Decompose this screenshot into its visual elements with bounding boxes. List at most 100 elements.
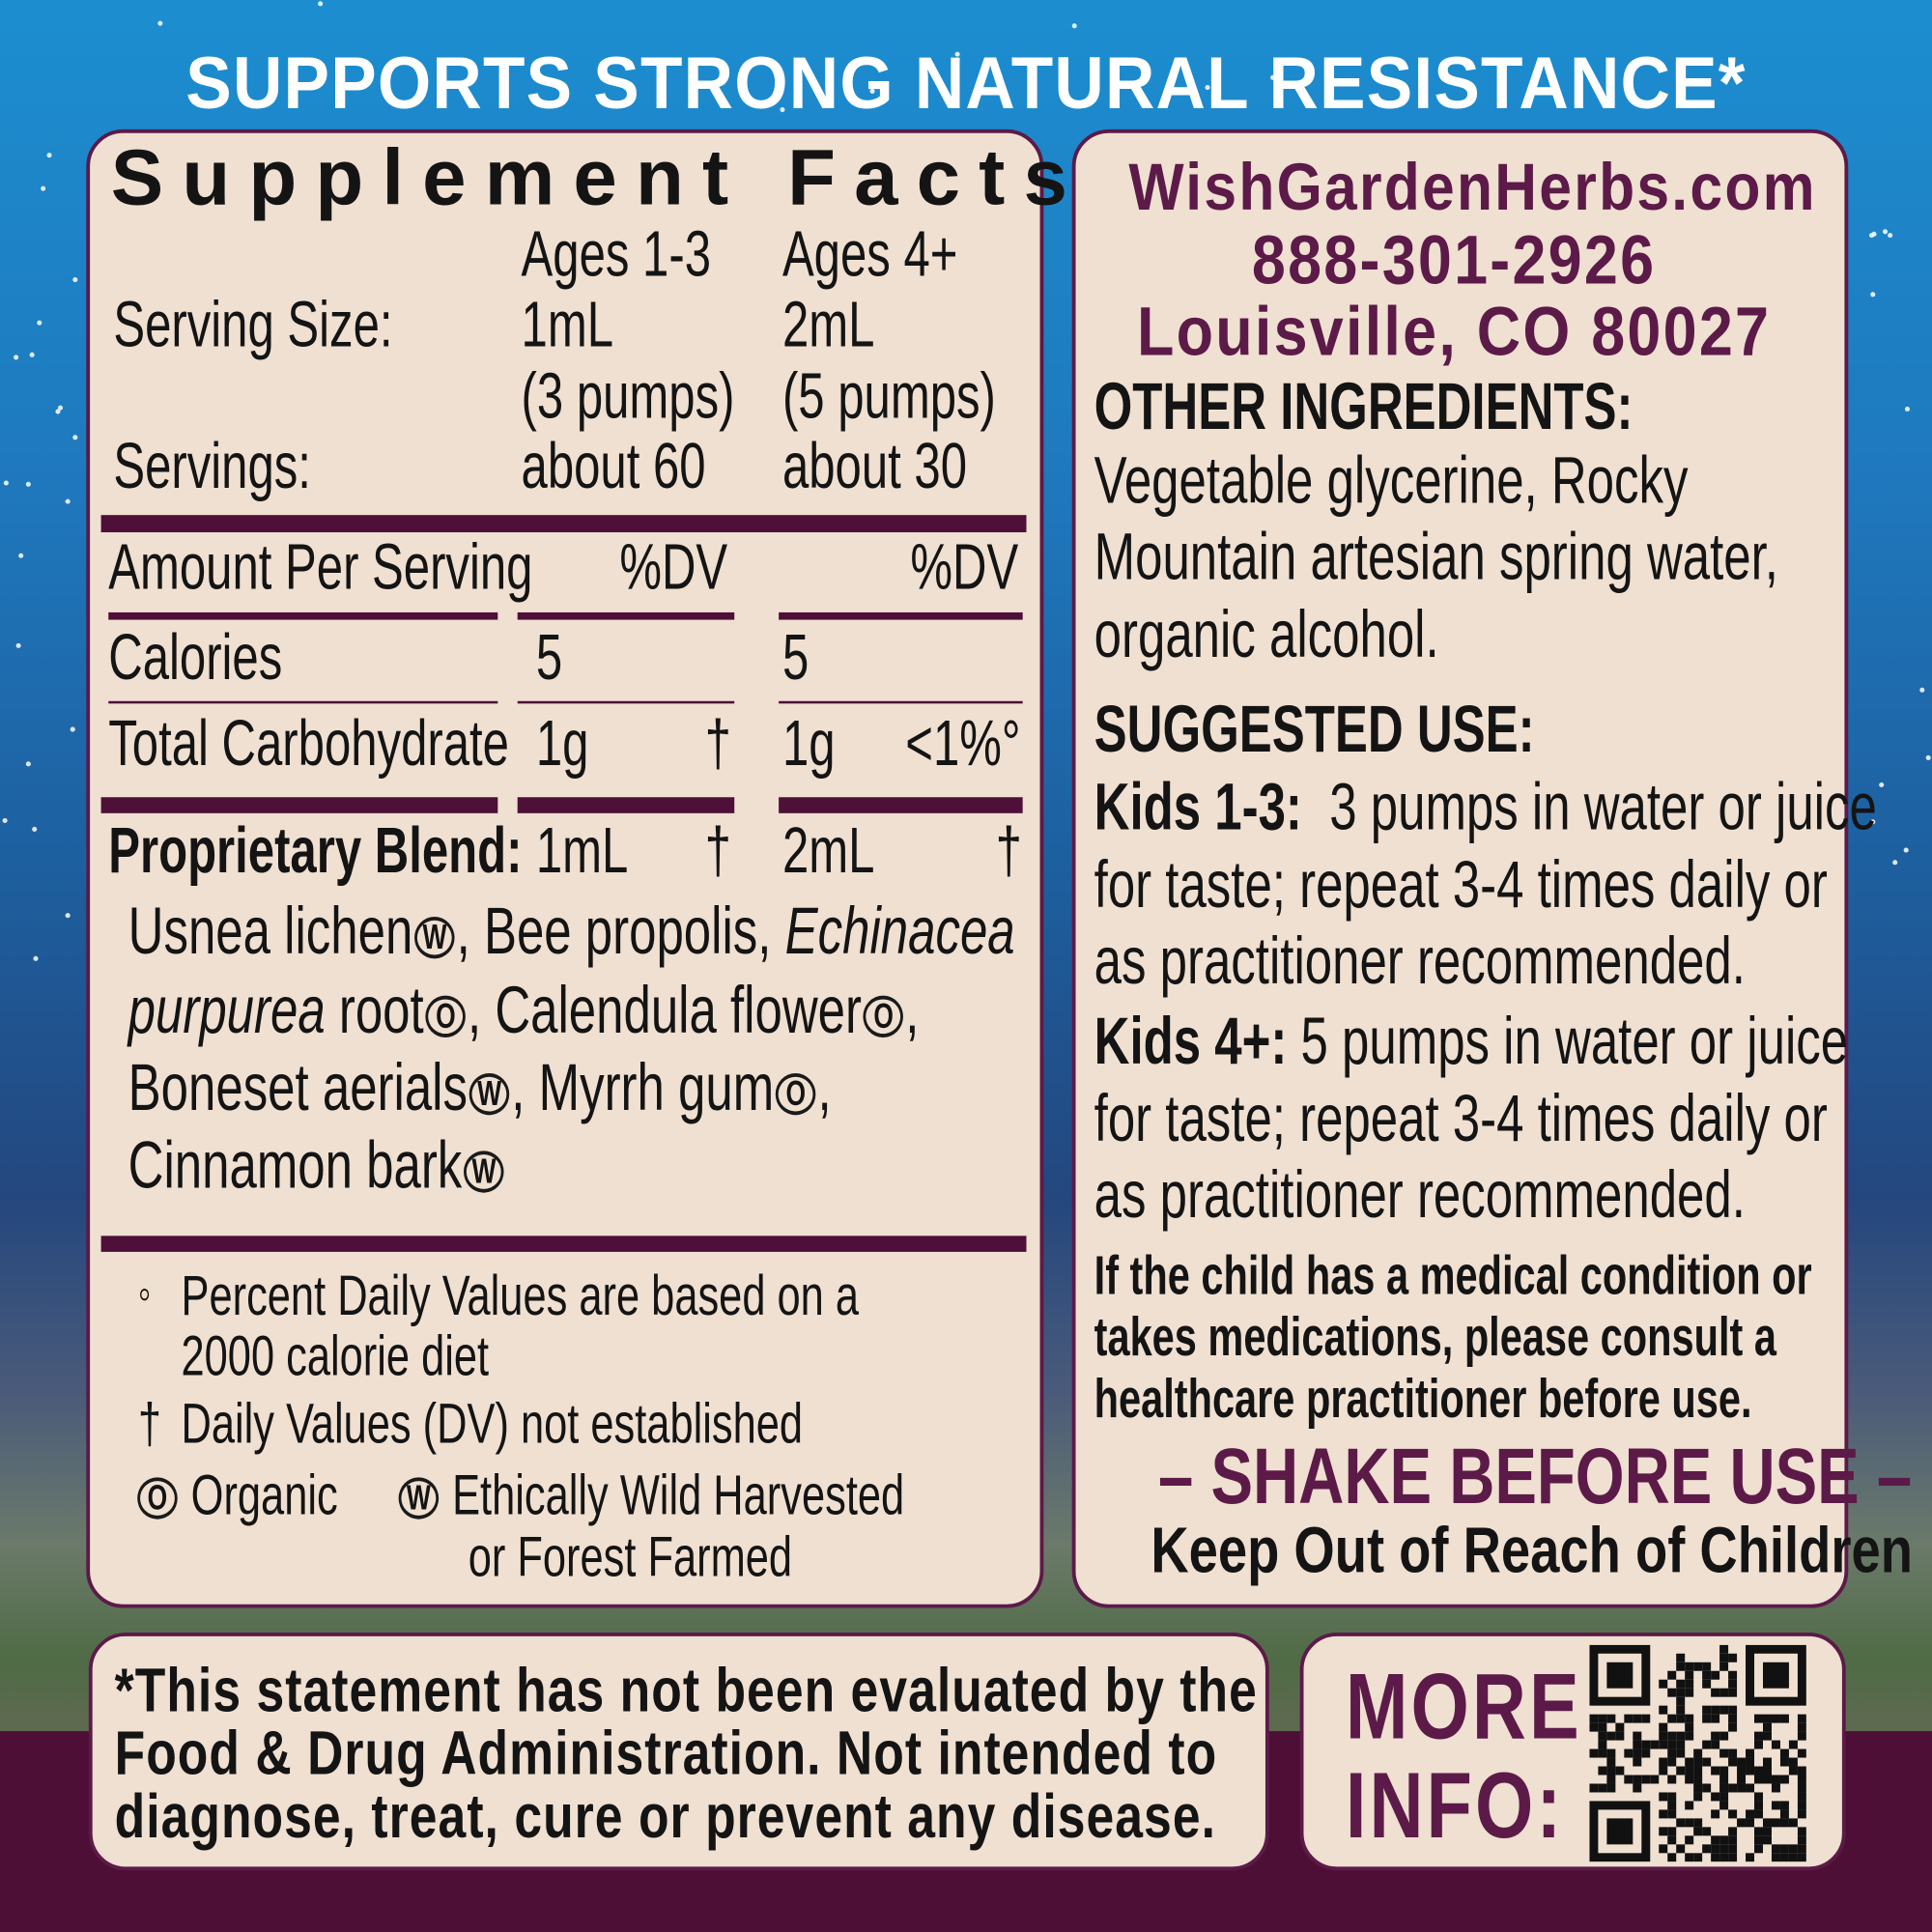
- qr-module: [1702, 1783, 1712, 1793]
- qr-module: [1676, 1766, 1686, 1776]
- star: [1925, 755, 1932, 761]
- qr-module: [1659, 1757, 1668, 1767]
- blend-label: Proprietary Blend:: [108, 815, 523, 888]
- star: [32, 955, 39, 961]
- qr-module: [1711, 1792, 1720, 1802]
- qr-module: [1693, 1775, 1703, 1784]
- divider-thin: [517, 700, 735, 704]
- qr-module: [1771, 1775, 1780, 1784]
- footnote-dv-cont: 2000 calorie diet: [181, 1322, 490, 1388]
- calories-label: Calories: [108, 622, 283, 695]
- star: [71, 726, 76, 732]
- qr-module: [1754, 1827, 1763, 1836]
- col1-header: Ages 1-3: [521, 219, 711, 292]
- qr-module: [1667, 1731, 1677, 1741]
- qr-module: [1667, 1714, 1677, 1723]
- divider-thick: [100, 515, 1027, 533]
- divider: [108, 611, 498, 620]
- qr-module: [1762, 1827, 1772, 1836]
- qr-module: [1615, 1766, 1625, 1776]
- qr-module: [1754, 1792, 1763, 1802]
- qr-module: [1797, 1775, 1806, 1784]
- legend-organic-label: Organic: [190, 1463, 338, 1527]
- qr-module: [1746, 1783, 1755, 1793]
- qr-module: [1797, 1731, 1806, 1741]
- qr-module: [1659, 1827, 1668, 1836]
- star: [1269, 75, 1275, 81]
- star: [954, 51, 960, 57]
- qr-module: [1719, 1705, 1729, 1715]
- qr-module: [1797, 1853, 1806, 1862]
- qr-module: [1779, 1801, 1789, 1810]
- qr-module: [1650, 1775, 1660, 1784]
- ingredient-root: root: [325, 973, 424, 1048]
- blend-1-dv: †: [704, 815, 731, 888]
- qr-module: [1797, 1792, 1806, 1802]
- qr-module: [1719, 1766, 1729, 1776]
- qr-module: [1633, 1783, 1642, 1793]
- qr-module: [1633, 1740, 1642, 1749]
- star: [1869, 292, 1875, 298]
- qr-module: [1771, 1818, 1780, 1828]
- suggested-use-heading: SUGGESTED USE:: [1094, 692, 1535, 767]
- qr-code[interactable]: [1589, 1644, 1806, 1862]
- star: [318, 0, 324, 7]
- qr-module: [1728, 1653, 1738, 1662]
- qr-module: [1659, 1766, 1668, 1776]
- qr-module: [1719, 1792, 1729, 1802]
- disclaimer-line: diagnose, treat, cure or prevent any dis…: [114, 1781, 1216, 1851]
- legend-wild-cont: or Forest Farmed: [468, 1523, 793, 1589]
- qr-module: [1779, 1757, 1789, 1767]
- qr-module: [1693, 1783, 1703, 1793]
- qr-module: [1676, 1740, 1686, 1749]
- phone[interactable]: 888-301-2926: [1251, 220, 1657, 298]
- qr-module: [1797, 1835, 1806, 1845]
- qr-module: [1754, 1844, 1763, 1854]
- qr-module: [1728, 1853, 1738, 1862]
- kids4-line: Kids 4+: 5 pumps in water or juice: [1094, 1008, 1848, 1074]
- website[interactable]: WishGardenHerbs.com: [1128, 150, 1817, 225]
- col2-header: Ages 4+: [781, 219, 958, 292]
- qr-module: [1779, 1775, 1789, 1784]
- qr-module: [1719, 1844, 1729, 1854]
- ingredient-echinacea: Echinacea: [784, 895, 1015, 969]
- qr-module: [1711, 1670, 1720, 1680]
- star: [32, 826, 38, 832]
- qr-module: [1779, 1853, 1789, 1862]
- carb-1: 1g: [535, 708, 589, 781]
- other-ingredients-line: Mountain artesian spring water,: [1094, 520, 1778, 594]
- qr-module: [1633, 1775, 1642, 1784]
- qr-module: [1728, 1722, 1738, 1732]
- qr-module: [1797, 1722, 1806, 1732]
- qr-module: [1797, 1714, 1806, 1723]
- star: [26, 481, 32, 487]
- star: [869, 89, 875, 95]
- qr-module: [1676, 1662, 1686, 1671]
- qr-module: [1659, 1809, 1668, 1819]
- qr-module: [1606, 1714, 1616, 1723]
- qr-module: [1779, 1714, 1789, 1723]
- qr-module: [1598, 1714, 1607, 1723]
- qr-module: [1659, 1705, 1668, 1715]
- more-info-line2: INFO:: [1345, 1753, 1565, 1859]
- organic-icon: O: [425, 995, 467, 1037]
- qr-module: [1667, 1740, 1677, 1749]
- pumps-2: (5 pumps): [781, 360, 996, 433]
- ingredient-usnea: Usnea lichen: [128, 895, 413, 969]
- qr-module: [1719, 1644, 1729, 1654]
- kids4-text: 5 pumps in water or juice: [1300, 1004, 1849, 1079]
- qr-finder: [1606, 1662, 1634, 1689]
- star: [1919, 687, 1925, 694]
- qr-module: [1797, 1844, 1806, 1854]
- qr-module: [1737, 1783, 1747, 1793]
- qr-module: [1633, 1748, 1642, 1758]
- qr-module: [1711, 1844, 1720, 1854]
- qr-module: [1762, 1757, 1772, 1767]
- qr-module: [1702, 1740, 1712, 1749]
- qr-module: [1771, 1801, 1780, 1810]
- qr-module: [1685, 1688, 1694, 1697]
- qr-module: [1797, 1783, 1806, 1793]
- legend-organic: O Organic: [135, 1463, 338, 1527]
- qr-module: [1685, 1853, 1694, 1862]
- serving-size-label: Serving Size:: [113, 289, 393, 361]
